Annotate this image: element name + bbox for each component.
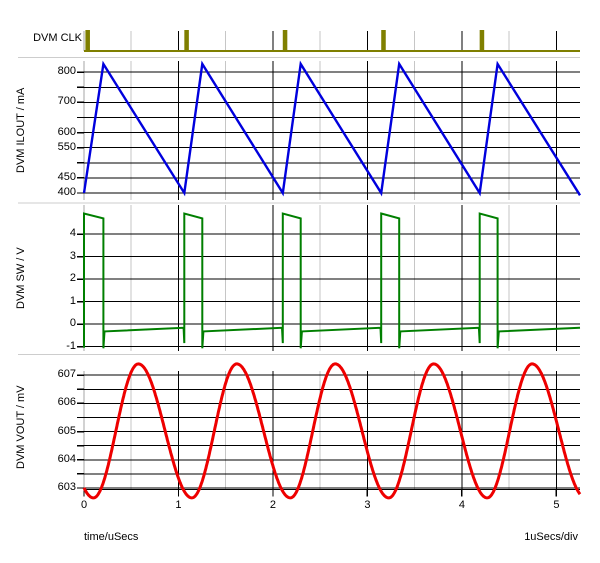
panel-separators — [18, 57, 580, 355]
trace-ilout — [82, 60, 582, 197]
panel-title-ilout: DVM ILOUT / mA — [15, 87, 27, 174]
x-axis-title: time/uSecs — [84, 531, 139, 543]
y-tick-label-ilout: 550 — [57, 140, 76, 153]
x-tick-label: 5 — [553, 499, 560, 511]
y-tick-label-ilout: 400 — [57, 186, 76, 198]
vertical-gridlines — [83, 31, 557, 490]
y-tick-label-sw: -1 — [66, 339, 76, 352]
x-tick-label: 0 — [80, 499, 88, 511]
trace-sw — [83, 212, 581, 349]
x-tick-label: 2 — [269, 499, 276, 511]
y-tick-label-sw: 2 — [69, 272, 76, 285]
x-tick-label: 3 — [364, 499, 371, 511]
x-axis — [83, 488, 580, 497]
trace-clk — [84, 30, 580, 53]
y-tick-label-ilout: 800 — [57, 65, 76, 78]
x-axis-per-div-label: 1uSecs/div — [524, 531, 578, 543]
panel-title-vout: DVM VOUT / mV — [15, 385, 27, 469]
y-tick-label-ilout: 450 — [57, 170, 76, 183]
panel-title-sw: DVM SW / V — [15, 247, 27, 309]
y-tick-label-vout: 604 — [57, 452, 76, 465]
y-tick-label-sw: 3 — [69, 249, 76, 262]
y-tick-label-sw: 4 — [69, 227, 76, 240]
x-tick-label: 4 — [458, 499, 465, 511]
y-tick-label-ilout: 700 — [57, 95, 76, 108]
x-tick-label: 1 — [175, 499, 182, 511]
y-tick-label-sw: 1 — [69, 294, 76, 307]
y-tick-label-vout: 605 — [57, 424, 76, 437]
trace-vout — [82, 362, 582, 500]
y-tick-label-vout: 607 — [57, 368, 76, 381]
y-tick-label-sw: 0 — [69, 317, 76, 330]
panel-title-clk: DVM CLK — [33, 32, 82, 44]
y-tick-label-ilout: 600 — [57, 125, 76, 138]
y-tick-label-vout: 606 — [57, 396, 76, 409]
horizontal-gridlines — [77, 71, 580, 489]
y-tick-label-vout: 603 — [57, 481, 76, 493]
